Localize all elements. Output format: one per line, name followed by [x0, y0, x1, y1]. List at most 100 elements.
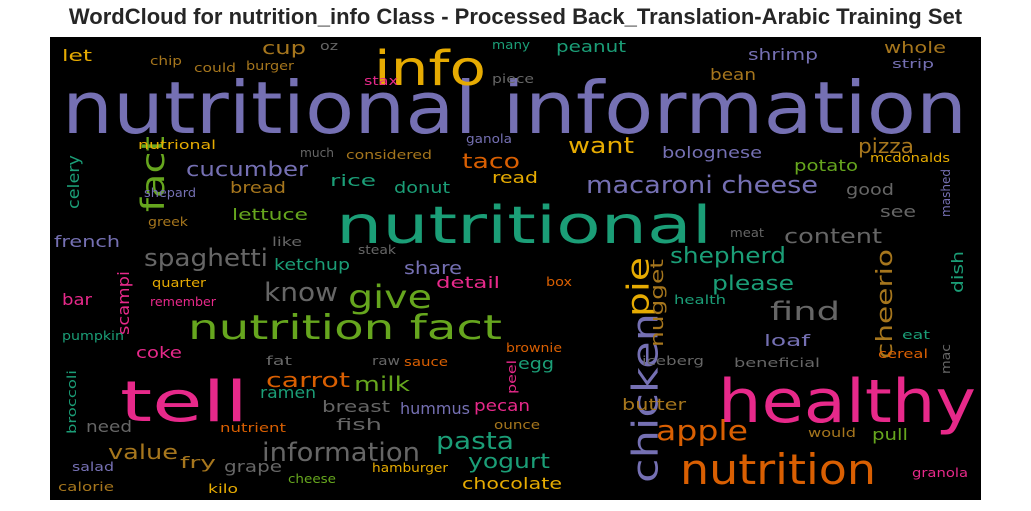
word-kilo: kilo	[208, 482, 238, 496]
word-many: many	[492, 38, 530, 52]
word-spaghetti: spaghetti	[144, 244, 268, 272]
word-information: information	[262, 438, 420, 468]
word-iceberg: iceberg	[642, 354, 704, 368]
word-share: share	[404, 258, 462, 279]
word-taco: taco	[462, 149, 520, 173]
word-rice: rice	[330, 171, 376, 190]
word-box: box	[546, 275, 572, 289]
word-eat: eat	[902, 328, 930, 342]
word-tell: tell	[120, 370, 248, 435]
word-need: need	[86, 417, 132, 436]
word-want: want	[568, 134, 634, 159]
word-sauce: sauce	[404, 355, 448, 369]
word-salad: salad	[72, 460, 114, 474]
word-know: know	[264, 278, 338, 308]
word-give: give	[348, 278, 432, 316]
word-egg: egg	[518, 354, 554, 373]
word-nutrient: nutrient	[220, 421, 286, 435]
word-like: like	[272, 235, 302, 249]
word-pull: pull	[872, 425, 908, 444]
word-cup: cup	[262, 38, 306, 59]
word-granola: granola	[912, 466, 968, 480]
word-would: would	[808, 426, 856, 440]
word-bolognese: bolognese	[662, 143, 762, 162]
word-remember: remember	[150, 295, 216, 309]
word-raw: raw	[372, 354, 400, 368]
word-much: much	[300, 146, 334, 160]
word-fat: fat	[266, 354, 292, 368]
word-macaroni-cheese: macaroni cheese	[586, 171, 818, 199]
word-chocolate: chocolate	[462, 474, 562, 493]
word-scampi: scampi	[114, 271, 133, 335]
word-find: find	[770, 297, 840, 327]
word-grape: grape	[224, 457, 282, 476]
word-apple: apple	[656, 414, 748, 447]
word-info: info	[374, 41, 486, 97]
word-hamburger: hamburger	[372, 461, 448, 475]
word-detail: detail	[436, 273, 500, 292]
word-nutritional: nutritional	[336, 196, 712, 256]
word-mcdonalds: mcdonalds	[870, 151, 950, 165]
word-fry: fry	[180, 453, 216, 472]
word-butter: butter	[622, 395, 687, 414]
word-considered: considered	[346, 148, 432, 162]
word-oz: oz	[320, 39, 338, 53]
word-good: good	[846, 180, 894, 199]
word-donut: donut	[394, 178, 450, 197]
chart-title: WordCloud for nutrition_info Class - Pro…	[68, 4, 963, 29]
word-ganola: ganola	[466, 132, 512, 146]
wordcloud-svg: nutritional information nutritional health…	[54, 37, 976, 496]
word-nutrional: nutrional	[138, 138, 216, 152]
word-shepherd: shepherd	[670, 244, 786, 269]
word-bean: bean	[710, 65, 756, 84]
word-strip: strip	[892, 57, 934, 71]
word-cereal: cereal	[878, 347, 928, 361]
word-mashed: mashed	[939, 169, 953, 217]
word-pecan: pecan	[474, 396, 530, 415]
word-shepard: shepard	[144, 186, 196, 200]
word-calorie: calorie	[58, 480, 114, 494]
word-read: read	[492, 168, 538, 187]
word-could: could	[194, 61, 236, 75]
word-celery: celery	[64, 155, 83, 209]
word-broccoli: broccoli	[65, 370, 79, 434]
word-ketchup: ketchup	[274, 255, 350, 274]
word-bread: bread	[230, 178, 286, 197]
word-potato: potato	[794, 156, 858, 175]
wordcloud-canvas: nutritional information nutritional health…	[50, 37, 981, 500]
word-content: content	[784, 224, 882, 248]
word-coke: coke	[136, 343, 182, 362]
word-hummus: hummus	[400, 399, 470, 418]
word-nutrition: nutrition	[680, 445, 876, 494]
word-pie: pie	[622, 257, 657, 317]
word-brownie: brownie	[506, 341, 562, 355]
word-greek: greek	[148, 215, 188, 229]
word-value: value	[108, 440, 178, 464]
word-lettuce: lettuce	[232, 205, 308, 224]
word-fish: fish	[336, 415, 382, 434]
word-whole: whole	[884, 38, 946, 57]
word-dish: dish	[948, 251, 967, 293]
word-breast: breast	[322, 397, 390, 416]
word-nutritional-information: nutritional information	[62, 66, 967, 150]
word-bar: bar	[62, 290, 92, 309]
word-cheese: cheese	[288, 472, 336, 486]
word-nutrition-fact: nutrition fact	[188, 308, 502, 348]
word-carrot: carrot	[266, 368, 350, 392]
word-french: french	[54, 232, 120, 251]
word-stax: stax	[364, 74, 398, 88]
word-pizza: pizza	[858, 134, 914, 158]
word-nugget: nugget	[647, 259, 668, 347]
word-meat: meat	[730, 226, 764, 240]
word-shrimp: shrimp	[748, 45, 818, 64]
word-ramen: ramen	[260, 383, 316, 402]
word-cucumber: cucumber	[186, 157, 309, 181]
word-fact: fact	[134, 136, 172, 212]
word-mac: mac	[939, 344, 953, 374]
word-milk: milk	[354, 372, 411, 396]
word-see: see	[880, 202, 916, 221]
word-pumpkin: pumpkin	[62, 329, 124, 343]
word-piece: piece	[492, 72, 534, 86]
word-steak: steak	[358, 243, 396, 257]
word-quarter: quarter	[152, 276, 206, 290]
